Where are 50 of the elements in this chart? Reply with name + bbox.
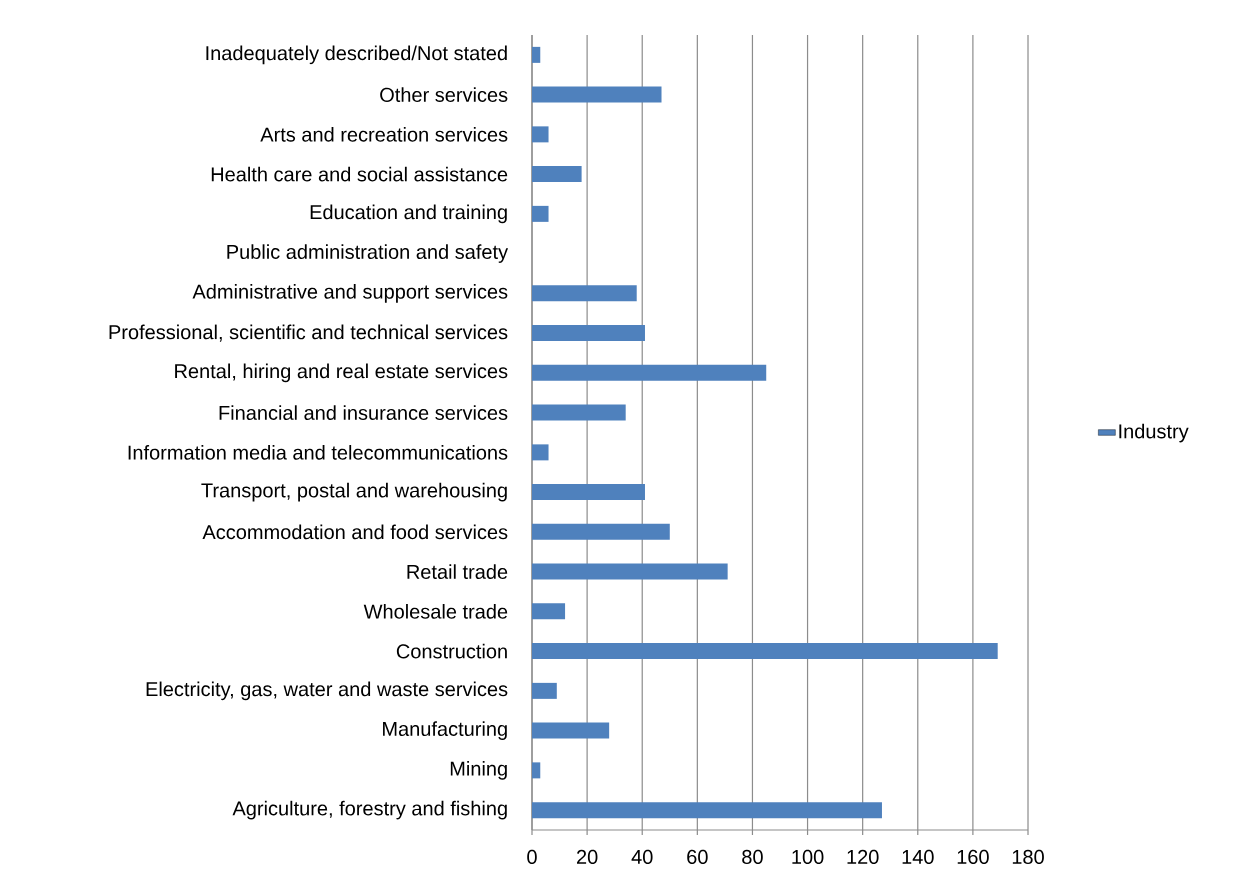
y-tick-label: Mining bbox=[450, 761, 507, 780]
y-tick-label: Electricity, gas, water and waste services bbox=[146, 681, 508, 701]
y-tick-label: Professional, scientific and technical services bbox=[109, 324, 508, 342]
y-tick-label: Health care and social assistance bbox=[211, 166, 508, 182]
bar bbox=[532, 285, 637, 302]
y-tick-label: Administrative and support services bbox=[192, 284, 508, 303]
bar bbox=[532, 86, 662, 103]
y-tick-label: Other services bbox=[380, 87, 508, 102]
legend-label: Industry bbox=[1119, 423, 1189, 443]
y-tick-label: Rental, hiring and real estate services bbox=[175, 363, 508, 383]
x-tick-label: 120 bbox=[847, 849, 879, 865]
bar bbox=[532, 523, 670, 540]
x-tick-label: 60 bbox=[687, 849, 708, 865]
x-tick-label: 100 bbox=[792, 849, 824, 865]
x-tick-label: 160 bbox=[957, 849, 989, 865]
bar bbox=[532, 166, 582, 183]
bar bbox=[532, 722, 610, 739]
x-tick-label: 180 bbox=[1012, 849, 1044, 865]
y-tick-label: Public administration and safety bbox=[227, 244, 509, 263]
x-tick-label: 140 bbox=[902, 849, 934, 865]
bar bbox=[532, 126, 549, 143]
y-tick-label: Accommodation and food services bbox=[202, 524, 508, 540]
bar bbox=[532, 364, 767, 381]
x-tick-label: 40 bbox=[631, 849, 653, 865]
y-tick-label: Education and training bbox=[310, 204, 507, 224]
bar bbox=[532, 762, 541, 779]
y-tick-label: Manufacturing bbox=[383, 721, 507, 740]
bar bbox=[532, 404, 626, 421]
bar bbox=[532, 325, 645, 342]
y-tick-label: Construction bbox=[396, 643, 507, 659]
bar bbox=[532, 802, 882, 819]
bar bbox=[532, 643, 998, 660]
x-tick-label: 0 bbox=[527, 849, 537, 865]
y-tick-label: Agriculture, forestry and fishing bbox=[232, 800, 507, 820]
bar bbox=[532, 603, 566, 620]
bar bbox=[532, 444, 549, 461]
y-tick-label: Financial and insurance services bbox=[219, 405, 508, 420]
bar bbox=[532, 205, 549, 222]
y-tick-label: Arts and recreation services bbox=[260, 127, 508, 142]
x-tick-label: 20 bbox=[576, 849, 598, 865]
y-tick-label: Inadequately described/Not stated bbox=[206, 45, 507, 65]
bar bbox=[532, 563, 728, 580]
bar bbox=[532, 484, 645, 501]
y-tick-label: Wholesale trade bbox=[363, 604, 508, 619]
y-tick-label: Retail trade bbox=[407, 564, 508, 579]
y-tick-label: Transport, postal and warehousing bbox=[201, 482, 507, 502]
x-tick-label: 80 bbox=[742, 849, 763, 865]
y-tick-label: Information media and telecommunications bbox=[128, 445, 508, 460]
bar bbox=[532, 682, 557, 699]
bar bbox=[532, 46, 541, 63]
